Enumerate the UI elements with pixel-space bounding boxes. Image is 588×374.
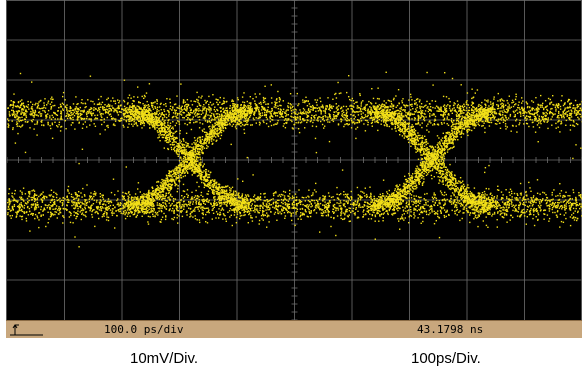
- eye-diagram-display: [7, 0, 582, 320]
- horizontal-scale-caption: 100ps/Div.: [411, 350, 481, 367]
- graticule-grid: [7, 0, 582, 320]
- eye-diagram-trace: [7, 71, 582, 248]
- delay-readout: 43.1798 ns: [417, 323, 484, 336]
- scope-status-bar: 100.0 ps/div 43.1798 ns: [6, 320, 582, 338]
- timebase-readout: 100.0 ps/div: [104, 323, 184, 336]
- vertical-scale-caption: 10mV/Div.: [130, 350, 199, 367]
- rising-edge-trigger-icon: [10, 324, 43, 336]
